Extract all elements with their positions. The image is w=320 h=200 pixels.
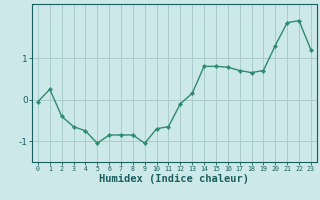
- X-axis label: Humidex (Indice chaleur): Humidex (Indice chaleur): [100, 174, 249, 184]
